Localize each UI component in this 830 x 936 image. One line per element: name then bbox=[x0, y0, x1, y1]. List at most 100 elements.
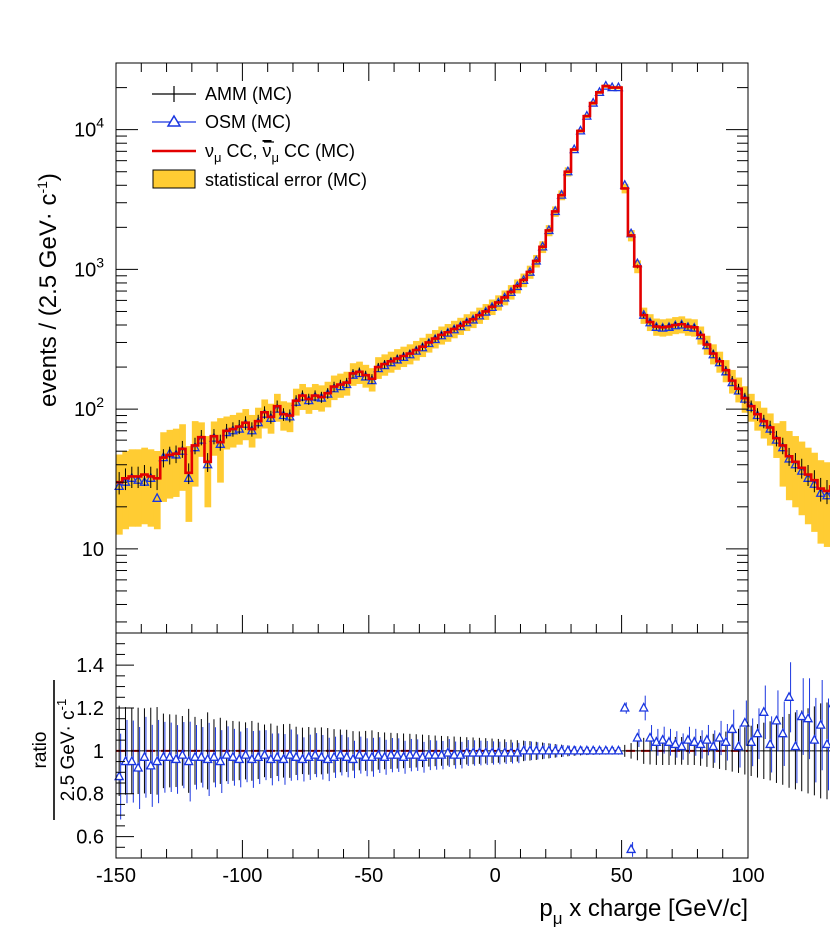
ratio-title-numerator: ratio bbox=[30, 732, 51, 769]
ratio-osm-point bbox=[720, 736, 731, 746]
ratio-osm-point bbox=[562, 744, 573, 755]
ratio-osm-point bbox=[227, 751, 239, 761]
ratio-osm-point bbox=[550, 744, 561, 755]
ratio-osm-points bbox=[115, 0, 830, 857]
ratio-osm-point bbox=[114, 770, 125, 781]
ratio-osm-point bbox=[714, 732, 725, 742]
ratio-osm-point bbox=[354, 749, 365, 759]
ratio-osm-point bbox=[215, 755, 226, 766]
tick-exponent: 2 bbox=[96, 394, 104, 410]
ratio-osm-point bbox=[657, 734, 668, 744]
ratio-osm-point bbox=[701, 734, 713, 744]
ratio-osm-point bbox=[809, 734, 820, 744]
ratio-osm-point bbox=[189, 751, 201, 761]
main-x-ticks bbox=[115, 63, 749, 633]
cc-step-line bbox=[116, 84, 830, 493]
ratio-osm-point bbox=[360, 751, 371, 761]
x-tick-label: 100 bbox=[731, 865, 764, 887]
ratio-osm-point bbox=[556, 744, 567, 755]
ratio-osm-point bbox=[221, 749, 232, 759]
ratio-osm-point bbox=[158, 751, 169, 761]
ratio-osm-point bbox=[467, 747, 479, 757]
ratio-osm-point bbox=[133, 762, 144, 772]
ratio-osm-point bbox=[619, 702, 630, 712]
ratio-y-tick-label: 1.2 bbox=[76, 698, 104, 720]
x-tick-label: -50 bbox=[354, 865, 383, 887]
ratio-osm-point bbox=[284, 749, 295, 759]
ratio-osm-point bbox=[499, 747, 510, 757]
ratio-osm-point bbox=[404, 749, 415, 759]
tick-base: 10 bbox=[82, 539, 104, 561]
error-band bbox=[823, 462, 830, 547]
ratio-osm-point bbox=[821, 738, 830, 749]
ratio-osm-point bbox=[765, 738, 776, 749]
ratio-osm-point bbox=[335, 749, 346, 759]
tick-base: 10 bbox=[74, 399, 96, 421]
ratio-osm-point bbox=[575, 744, 586, 755]
ratio-osm-point bbox=[746, 736, 757, 746]
ratio-osm-point bbox=[461, 747, 472, 757]
x-axis-title: pμ x charge [GeV/c] bbox=[539, 895, 748, 928]
ratio-osm-point bbox=[543, 744, 555, 755]
ratio-x-ticks: -150 -100 -50 0 50 100 bbox=[96, 840, 765, 887]
ratio-osm-point bbox=[442, 747, 453, 757]
main-y-tick-label: 104 bbox=[74, 115, 104, 142]
ratio-osm-point bbox=[259, 749, 270, 759]
ratio-osm-point bbox=[790, 740, 801, 751]
ratio-osm-point bbox=[240, 749, 251, 759]
tick-exponent: 4 bbox=[96, 115, 104, 131]
ratio-osm-point bbox=[670, 738, 681, 749]
ratio-osm-point bbox=[613, 744, 624, 755]
ratio-y-tick-label: 0.6 bbox=[76, 827, 104, 849]
ratio-osm-point bbox=[518, 744, 529, 755]
ratio-osm-point bbox=[392, 749, 403, 759]
tick-base: 10 bbox=[74, 259, 96, 281]
ratio-osm-point bbox=[752, 727, 763, 738]
error-band bbox=[116, 454, 123, 535]
ratio-osm-point bbox=[632, 732, 643, 742]
ratio-osm-point bbox=[208, 751, 220, 761]
ratio-osm-point bbox=[777, 727, 788, 738]
error-band bbox=[811, 452, 818, 532]
ratio-y-tick-label: 1.4 bbox=[76, 655, 104, 677]
ratio-osm-point bbox=[625, 843, 637, 854]
ratio-osm-point bbox=[493, 747, 504, 757]
main-y-tick-label: 103 bbox=[74, 254, 104, 281]
legend-label-osm: OSM (MC) bbox=[205, 112, 291, 132]
ratio-osm-point bbox=[385, 749, 397, 759]
legend-item-amm: AMM (MC) bbox=[152, 84, 292, 104]
ratio-osm-point bbox=[272, 751, 283, 761]
ratio-osm-point bbox=[120, 755, 131, 766]
tick-base: 10 bbox=[74, 120, 96, 142]
ratio-osm-point bbox=[783, 691, 795, 701]
ratio-osm-point bbox=[733, 740, 744, 751]
x-tick-label: -150 bbox=[96, 865, 136, 887]
ratio-osm-point bbox=[594, 744, 605, 755]
ratio-y-tick-label: 0.8 bbox=[76, 784, 104, 806]
legend-label-stat-error: statistical error (MC) bbox=[205, 170, 367, 190]
error-band bbox=[122, 450, 130, 530]
ratio-osm-point bbox=[474, 747, 485, 757]
legend-item-osm: OSM (MC) bbox=[152, 112, 291, 132]
ratio-osm-point bbox=[177, 749, 188, 759]
ratio-y-ticks: 0.6 0.8 1 1.2 1.4 bbox=[76, 632, 134, 859]
ratio-panel: 0.6 0.8 1 1.2 1.4 -150 -100 -50 0 50 100 ratio 2.… bbox=[30, 0, 830, 928]
x-tick-label: 50 bbox=[610, 865, 632, 887]
ratio-osm-point bbox=[727, 723, 738, 734]
ratio-title-denominator: 2.5 GeV· c-1 bbox=[54, 699, 79, 801]
legend-item-stat-error: statistical error (MC) bbox=[152, 169, 367, 190]
tick-exponent: 3 bbox=[96, 254, 104, 270]
ratio-osm-point bbox=[139, 751, 150, 761]
ratio-osm-point bbox=[739, 717, 750, 727]
ratio-osm-point bbox=[341, 751, 352, 761]
ratio-osm-point bbox=[663, 736, 675, 746]
ratio-osm-point bbox=[581, 744, 592, 755]
ratio-osm-point bbox=[423, 749, 434, 759]
legend: AMM (MC) OSM (MC) νμ CC, νμ CC (MC) stat… bbox=[152, 84, 367, 190]
ratio-osm-point bbox=[126, 755, 137, 766]
ratio-y-tick-label: 1 bbox=[93, 741, 104, 763]
ratio-osm-point bbox=[600, 744, 611, 755]
ratio-osm-point bbox=[689, 736, 700, 746]
ratio-osm-point bbox=[480, 747, 491, 757]
